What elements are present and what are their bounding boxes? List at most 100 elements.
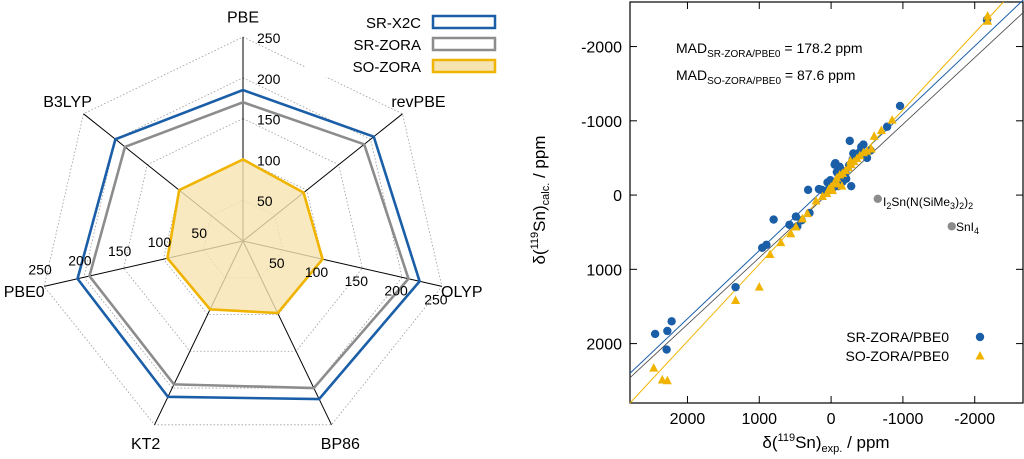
- data-point-so-zora: [866, 144, 876, 153]
- radar-grid-ring: [123, 118, 363, 352]
- legend-label: SO-ZORA/PBE0: [846, 348, 950, 364]
- outlier-label-sni4: SnI4: [956, 220, 979, 236]
- data-point-so-zora: [887, 115, 897, 124]
- data-point-sr-zora: [762, 240, 771, 250]
- data-point-so-zora: [786, 228, 796, 238]
- radar-tick-label: 200: [384, 282, 408, 298]
- radar-tick-label: 250: [257, 30, 281, 46]
- data-point-so-zora: [837, 181, 847, 190]
- radar-series-sr-x2c: [76, 88, 422, 401]
- data-point-so-zora: [802, 208, 812, 218]
- data-point-so-zora: [845, 155, 855, 165]
- data-point-sr-zora: [895, 101, 905, 111]
- data-point-sr-zora: [785, 220, 794, 229]
- legend-swatch: [431, 58, 497, 74]
- data-point-so-zora: [822, 188, 832, 198]
- radar-axis-label: BP86: [321, 436, 360, 453]
- data-point-so-zora: [983, 11, 993, 20]
- data-point-so-zora: [876, 125, 886, 134]
- radar-tick-label: 50: [191, 225, 207, 241]
- y-tick-label: 2000: [586, 337, 622, 354]
- radar-tick-label: 150: [257, 112, 281, 128]
- x-tick-label: 0: [827, 411, 836, 428]
- scatter-frame: 2000 1000 0 -1000 -2000 -2000 -1000 0 1000 2000: [581, 1, 1024, 428]
- legend-label: SR-ZORA/PBE0: [846, 329, 949, 345]
- radar-tick-label: 150: [345, 273, 369, 289]
- data-point-so-zora: [817, 191, 827, 201]
- y-tick-label: 1000: [586, 262, 622, 279]
- radar-tick-label: 250: [28, 261, 52, 277]
- data-point-so-zora: [754, 282, 764, 291]
- data-point-sr-zora: [662, 345, 671, 354]
- data-point-so-zora: [765, 249, 775, 258]
- data-point-so-zora: [791, 222, 801, 231]
- data-point-so-zora: [828, 185, 838, 195]
- data-point-sr-zora: [731, 282, 740, 292]
- x-tick-label: -2000: [954, 411, 995, 428]
- data-point-sr-zora: [830, 160, 839, 169]
- x-tick-label: 1000: [741, 411, 777, 428]
- legend-label: SO-ZORA: [353, 59, 421, 76]
- radar-tick-label: 200: [68, 252, 92, 268]
- data-point-so-zora: [869, 131, 879, 140]
- radar-labels: PBE revPBE OLYP BP86 KT2 PBE0 B3LYP 50 100 150 200…: [4, 10, 483, 454]
- data-point-so-zora: [833, 178, 843, 188]
- mad-sr-zora: MADSR-ZORA/PBE0 = 178.2 ppm: [676, 40, 863, 60]
- outlier-point: [873, 194, 882, 203]
- x-tick-label: 2000: [670, 411, 706, 428]
- radar-axis-label: revPBE: [391, 94, 445, 111]
- radar-tick-label: 150: [108, 243, 132, 259]
- radar-series-group: [76, 88, 422, 401]
- legend-label: SR-ZORA: [354, 37, 422, 54]
- data-point-so-zora: [731, 295, 741, 305]
- data-point-sr-zora: [859, 140, 868, 149]
- data-point-so-zora: [662, 375, 672, 385]
- outlier-point: [947, 222, 956, 231]
- data-point-sr-zora: [769, 215, 778, 224]
- radar-tick-label: 100: [257, 152, 281, 168]
- legend-marker-triangle: [975, 351, 985, 360]
- data-point-sr-zora: [823, 178, 832, 187]
- radar-axis-label: PBE0: [4, 284, 45, 301]
- radar-chart: PBE revPBE OLYP BP86 KT2 PBE0 B3LYP 50 100 150 200…: [3, 9, 497, 454]
- radar-grid-ring: [43, 36, 443, 426]
- data-point-sr-zora: [849, 149, 858, 158]
- x-tick-label: -1000: [882, 411, 923, 428]
- scatter-legend: SR-ZORA/PBE0 SO-ZORA/PBE0: [846, 329, 985, 364]
- data-point-sr-zora: [817, 185, 826, 195]
- x-axis-label: δ(119Sn)exp. / ppm: [762, 432, 889, 455]
- radar-axis-label: B3LYP: [43, 94, 92, 111]
- plot-border: [629, 1, 1024, 404]
- data-point-so-zora: [776, 237, 786, 247]
- scatter-text: MADSR-ZORA/PBE0 = 178.2 ppm MADSO-ZORA/P…: [529, 40, 979, 455]
- data-point-sr-zora: [803, 185, 813, 195]
- radar-axis-label: KT2: [131, 436, 160, 453]
- data-point-so-zora: [797, 213, 807, 223]
- radar-axis-label: OLYP: [441, 284, 483, 301]
- data-point-sr-zora: [663, 326, 672, 336]
- legend-label: SR-X2C: [366, 15, 421, 32]
- radar-series-sr-zora: [88, 100, 410, 390]
- data-point-so-zora: [811, 196, 821, 205]
- radar-tick-label: 100: [305, 264, 329, 280]
- legend-swatch: [431, 14, 497, 30]
- data-point-sr-zora: [845, 136, 854, 146]
- data-point-sr-zora: [847, 181, 856, 191]
- data-point-so-zora: [649, 363, 659, 372]
- radar-tick-label: 200: [257, 71, 281, 87]
- scatter-chart: 2000 1000 0 -1000 -2000 -2000 -1000 0 1000 2000 M…: [529, 0, 1024, 455]
- mad-so-zora: MADSO-ZORA/PBE0 = 87.6 ppm: [676, 67, 855, 87]
- y-tick-label: 0: [613, 188, 622, 205]
- legend-marker-circle: [975, 332, 985, 342]
- data-point-so-zora: [862, 146, 872, 155]
- scatter-points: [649, 11, 993, 385]
- radar-tick-label: 50: [257, 193, 273, 209]
- y-tick-label: -2000: [581, 40, 622, 57]
- legend-swatch: [431, 36, 497, 52]
- data-point-sr-zora: [650, 329, 660, 339]
- radar-tick-label: 50: [269, 255, 285, 271]
- outlier-label-i2sn: I2Sn(N(SiMe3)2)2: [883, 195, 973, 211]
- radar-tick-label: 100: [148, 234, 172, 250]
- y-tick-label: -1000: [581, 114, 622, 131]
- data-point-sr-zora: [667, 317, 676, 326]
